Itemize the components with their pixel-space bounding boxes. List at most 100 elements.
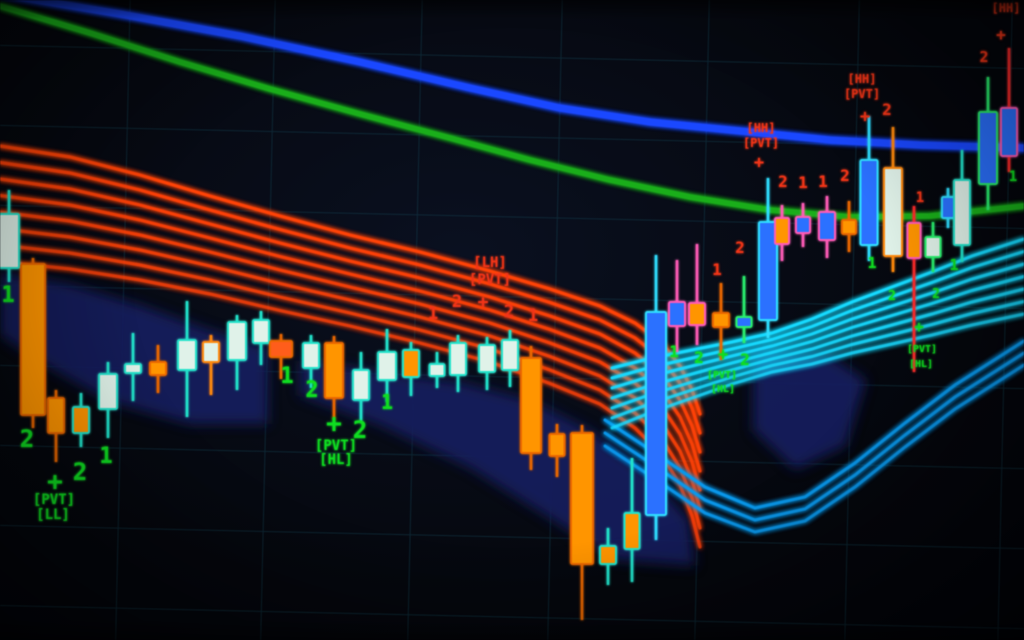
pivot-label-red: 2 — [735, 238, 745, 257]
pivot-label-red: [PVT] — [469, 272, 511, 288]
candle-body — [98, 373, 118, 410]
candle-body — [252, 319, 270, 344]
candle-body — [859, 159, 879, 246]
pivot-label-red: [HH] — [848, 72, 877, 86]
pivot-label-green: 2 — [888, 289, 896, 304]
candle-body — [20, 263, 46, 416]
pivot-label-green: + — [718, 345, 728, 365]
pivot-label-green: 1 — [669, 342, 679, 361]
pivot-label-green: 1 — [280, 364, 293, 389]
candle-body — [124, 363, 142, 374]
grid-line-h — [0, 524, 1024, 550]
candle-body — [623, 512, 641, 550]
pivot-label-green: 1 — [1, 283, 14, 308]
candle-body — [449, 342, 467, 376]
candle-body — [795, 216, 811, 234]
candle — [20, 258, 46, 428]
pivot-label-red: [PVT] — [743, 136, 779, 150]
pivot-label-red: 2 — [882, 100, 892, 119]
candle-body — [227, 321, 247, 361]
candle — [0, 190, 20, 282]
candle — [501, 330, 519, 387]
candle — [668, 260, 686, 352]
candle — [98, 362, 118, 438]
pivot-label-red: 2 — [979, 48, 988, 66]
candle-body — [302, 342, 320, 369]
candle-body — [735, 316, 753, 328]
pivot-label-green: 1 — [381, 390, 393, 414]
candle — [818, 196, 836, 258]
pivot-label-red: 2 — [504, 302, 514, 322]
candle-body — [688, 302, 706, 326]
candle-body — [883, 167, 903, 257]
candle-body — [72, 406, 90, 434]
candle — [978, 77, 998, 210]
pivot-label-green: [HL] — [319, 452, 353, 468]
candle — [1000, 48, 1018, 172]
candle-body — [149, 361, 167, 376]
pivot-label-green: [PVT] — [707, 370, 737, 381]
pivot-label-red: 1 — [818, 172, 828, 191]
pivot-label-green: 1 — [99, 444, 112, 469]
candle-body — [428, 363, 446, 377]
candle-body — [548, 433, 566, 457]
candle-body — [774, 217, 790, 245]
candle-body — [599, 545, 617, 565]
pivot-label-green: 1 — [1009, 169, 1017, 185]
pivot-label-red: [PVT] — [844, 87, 880, 101]
candle-body — [478, 344, 496, 373]
candle — [883, 127, 903, 272]
candle — [570, 425, 594, 620]
pivot-label-red: + — [860, 107, 870, 127]
pivot-label-green: 1 — [949, 256, 958, 274]
grid-line-h — [0, 604, 1024, 630]
candle-body — [47, 397, 65, 434]
pivot-label-red: [HH] — [747, 121, 776, 135]
candle — [758, 178, 778, 338]
candle — [953, 150, 971, 262]
candle — [478, 337, 496, 390]
pivot-label-green: 2 — [932, 287, 940, 302]
pivot-label-green: [LL] — [36, 507, 70, 523]
pivot-label-red: + — [478, 292, 489, 313]
candle — [72, 393, 90, 447]
pivot-label-red: 2 — [840, 166, 850, 185]
candle-body — [402, 349, 420, 378]
pivot-label-red: 1 — [428, 304, 438, 324]
candle-body — [906, 222, 922, 259]
candle-body — [269, 340, 293, 358]
pivot-label-green: [PVT] — [907, 344, 937, 355]
candle-body — [712, 312, 730, 328]
pivot-label-red: 1 — [528, 306, 538, 326]
pivot-label-red: + — [754, 153, 764, 173]
candle-body — [324, 342, 344, 399]
pivot-label-green: [HL] — [909, 359, 933, 370]
candle-body — [924, 236, 942, 258]
candle — [941, 188, 955, 228]
candle — [645, 255, 667, 540]
candle — [859, 116, 879, 261]
candle-body — [352, 369, 370, 401]
candle-body — [177, 339, 197, 371]
candle-body — [978, 111, 998, 185]
pivot-label-green: 2 — [305, 378, 318, 403]
candle-body — [202, 341, 220, 363]
pivot-label-green: 2 — [73, 458, 87, 486]
candle — [47, 390, 65, 462]
pivot-label-red: 1 — [916, 190, 924, 206]
candle-body — [520, 357, 542, 454]
pivot-label-red: [HH] — [992, 1, 1021, 15]
candle — [520, 346, 542, 470]
candle — [795, 203, 811, 247]
candle-body — [1000, 107, 1018, 157]
pivot-label-red: 1 — [712, 260, 722, 279]
grid-line-h — [0, 44, 1024, 70]
candle-body — [818, 211, 836, 241]
candle-body — [377, 351, 397, 381]
candle — [735, 276, 753, 343]
pivot-label-green: 2 — [20, 425, 34, 453]
pivot-label-red: + — [996, 25, 1006, 44]
candle-body — [953, 179, 971, 246]
pivot-label-green: 2 — [694, 348, 704, 367]
